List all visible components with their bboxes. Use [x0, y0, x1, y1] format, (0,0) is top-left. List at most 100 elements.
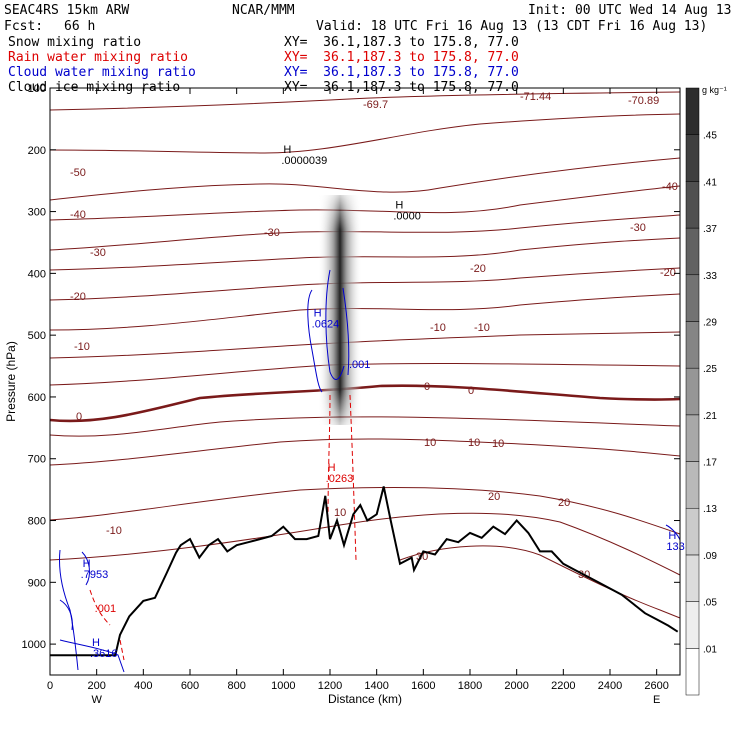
y-tick-label-7: 800 — [28, 516, 46, 528]
isotherm-11 — [49, 416, 681, 437]
west-label: W — [91, 694, 102, 706]
terrain-profile — [49, 486, 679, 657]
plot-axes: 0 200 400 600 800 1000 1200 1400 1600 1800 2000 220… — [4, 83, 681, 706]
x-tick-label-7: 1400 — [364, 680, 388, 692]
x-tick-label-9: 1800 — [458, 680, 482, 692]
annotation-h-1: H — [395, 199, 403, 211]
temperature-contours: -69.7 -71.44 -70.89 -50 -40 -40 -30 -30 -30 -20 -2… — [49, 91, 681, 619]
fcst-value: 66 h — [64, 19, 96, 34]
isotherm-5 — [49, 237, 681, 271]
y-tick-label-9: 1000 — [22, 639, 46, 651]
isotherm-14 — [49, 512, 681, 576]
isotherm-13 — [49, 487, 681, 535]
colorbar-box-10 — [685, 181, 700, 229]
isotherm-label-7: -30 — [90, 247, 106, 259]
legend-rain-label: Rain water mixing ratio — [8, 50, 189, 65]
fcst-label: Fcst: — [4, 19, 44, 34]
colorbar-box-11 — [685, 134, 700, 182]
rain-water-contour-3 — [119, 639, 125, 661]
isotherm-label-23: 30 — [578, 569, 590, 581]
snow-mixing-ratio-shading — [318, 195, 362, 425]
isotherm-label-13: -10 — [474, 322, 490, 334]
colorbar-label-10: .41 — [703, 177, 717, 188]
annotation-h-2: H — [314, 308, 322, 320]
isotherm-label-17: 0 — [76, 411, 82, 423]
x-tick-label-13: 2600 — [644, 680, 668, 692]
y-tick-label-5: 600 — [28, 392, 46, 404]
legend-cloud-ice-label: Cloud ice mixing ratio — [8, 80, 181, 95]
legend-cloud-water-xy: XY= 36.1,187.3 to 175.8, 77.0 — [284, 65, 519, 80]
isotherm-label-6: -30 — [264, 227, 280, 239]
y-tick-label-1: 200 — [28, 145, 46, 157]
isotherm-4 — [49, 214, 681, 251]
plot-frame — [49, 87, 681, 676]
legend-snow-label: Snow mixing ratio — [8, 35, 142, 50]
annotation-value-5: .7953 — [81, 569, 109, 581]
x-tick-label-3: 600 — [181, 680, 199, 692]
isotherm-label-5: -40 — [70, 209, 86, 221]
isotherm-label-22: 30 — [416, 551, 428, 563]
rain-water-contour-2 — [89, 589, 111, 626]
annotation-value-7: .3616 — [90, 648, 118, 660]
x-tick-label-8: 1600 — [411, 680, 435, 692]
y-tick-label-8: 900 — [28, 577, 46, 589]
x-tick-label-12: 2400 — [598, 680, 622, 692]
colorbar-label-0: .01 — [703, 644, 717, 655]
y-tick-label-4: 500 — [28, 330, 46, 342]
isotherm-label-24: 10 — [334, 507, 346, 519]
colorbar-label-11: .45 — [703, 131, 717, 142]
annotation-value-2: .0624 — [312, 319, 340, 331]
isotherm-8 — [49, 331, 681, 359]
isotherm-label-12: -10 — [430, 322, 446, 334]
east-label: E — [653, 694, 660, 706]
cloud-water-contour-6 — [59, 639, 125, 673]
annotation-h-4: H — [328, 462, 336, 474]
colorbar-label-9: .37 — [703, 224, 717, 235]
colorbar-label-4: .17 — [703, 458, 717, 469]
y-tick-label-6: 700 — [28, 454, 46, 466]
x-tick-label-11: 2200 — [551, 680, 575, 692]
colorbar-unit: g kg⁻¹ — [702, 85, 727, 95]
colorbar-box-2 — [685, 554, 700, 602]
isotherm-6 — [49, 267, 681, 301]
x-axis-label: Distance (km) — [328, 692, 402, 706]
annotation-h-7: H — [92, 637, 100, 649]
legend-cloud-ice-xy: XY= 36.1,187.3 to 175.8, 77.0 — [284, 80, 519, 95]
isotherm-label-0: -69.7 — [363, 99, 388, 111]
colorbar-box-7 — [685, 321, 700, 369]
model-title: SEAC4RS 15km ARW — [4, 3, 130, 18]
isotherm-label-21: 20 — [558, 497, 570, 509]
x-tick-label-1: 200 — [87, 680, 105, 692]
isotherm-label-26: 10 — [468, 437, 480, 449]
y-tick-label-3: 400 — [28, 268, 46, 280]
isotherm-label-25: -10 — [106, 525, 122, 537]
cloud-water-contour-0 — [307, 289, 323, 393]
colorbar-label-8: .33 — [703, 271, 717, 282]
isotherm-label-10: -20 — [660, 267, 676, 279]
rain-water-contour-0 — [327, 394, 331, 521]
isotherm-9 — [49, 362, 681, 386]
cloud-water-contours — [59, 269, 681, 673]
colorbar-box-6 — [685, 367, 700, 416]
colorbar-label-6: .25 — [703, 364, 717, 375]
colorbar-box-8 — [685, 274, 700, 322]
isotherm-label-9: -20 — [470, 263, 486, 275]
isotherm-label-19: 10 — [492, 438, 504, 450]
annotation-value-1: .0000 — [393, 210, 421, 222]
isotherm-10 — [49, 384, 681, 423]
annotation-h-5: H — [83, 558, 91, 570]
annotations: H.0000039H.0000H.0624.001H.0263H.7953.00… — [81, 144, 685, 660]
isotherm-label-20: 20 — [488, 491, 500, 503]
colorbar-label-7: .29 — [703, 317, 717, 328]
colorbar-box-4 — [685, 461, 700, 509]
isotherm-label-8: -30 — [630, 222, 646, 234]
legend-rain-xy: XY= 36.1,187.3 to 175.8, 77.0 — [284, 50, 519, 65]
rain-water-contour-1 — [349, 394, 357, 561]
x-tick-label-0: 0 — [47, 680, 53, 692]
cloud-water-contour-4 — [81, 551, 90, 586]
isotherm-label-2: -70.89 — [628, 95, 659, 107]
x-tick-label-6: 1200 — [318, 680, 342, 692]
isotherm-12 — [49, 438, 681, 466]
isotherm-label-15: 0 — [424, 381, 430, 393]
x-tick-label-2: 400 — [134, 680, 152, 692]
